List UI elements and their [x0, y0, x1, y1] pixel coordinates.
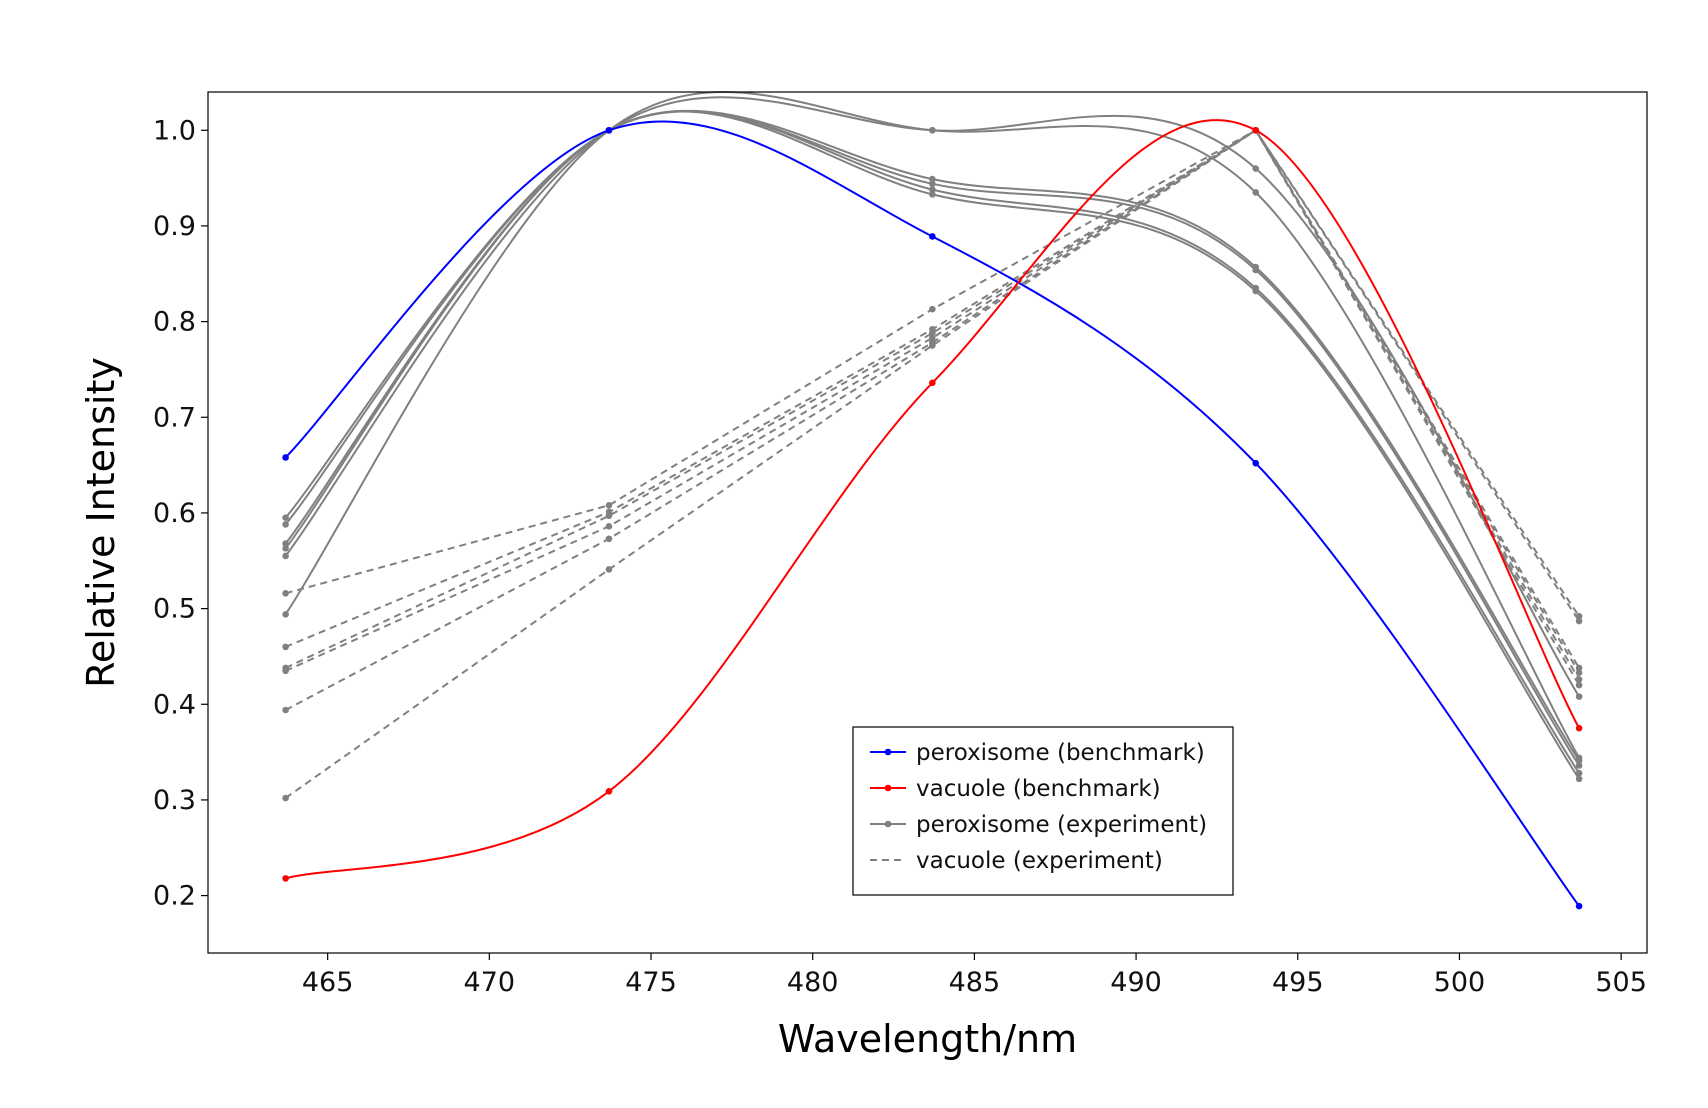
- x-tick-label: 500: [1434, 967, 1486, 998]
- x-tick-label: 470: [464, 967, 516, 998]
- x-tick-label: 480: [787, 967, 839, 998]
- data-point: [1575, 762, 1583, 769]
- data-point: [929, 305, 936, 313]
- data-point: [929, 175, 936, 183]
- legend: peroxisome (benchmark) vacuole (benchmark…: [852, 726, 1234, 896]
- data-point: [929, 180, 936, 188]
- data-point: [1575, 681, 1583, 689]
- y-tick-label: 0.7: [153, 402, 196, 433]
- y-tick-label: 0.5: [153, 594, 196, 625]
- legend-box: [852, 726, 1234, 896]
- data-point: [605, 126, 613, 134]
- data-point: [282, 706, 289, 714]
- x-tick-label: 465: [302, 967, 354, 998]
- data-point: [605, 535, 613, 543]
- y-tick-label: 0.4: [153, 689, 196, 720]
- legend-label: vacuole (experiment): [916, 848, 1163, 874]
- data-point: [282, 794, 289, 802]
- data-point: [605, 523, 613, 530]
- data-point: [605, 501, 613, 509]
- data-point: [929, 334, 936, 342]
- data-point: [1575, 775, 1583, 783]
- legend-item: vacuole (benchmark): [870, 776, 1161, 802]
- data-point: [929, 379, 936, 387]
- legend-marker: [884, 820, 892, 828]
- series-layer: [282, 91, 1583, 910]
- y-tick-label: 0.2: [153, 881, 196, 912]
- data-point: [1575, 724, 1583, 732]
- x-tick-label: 505: [1595, 967, 1647, 998]
- data-point: [282, 667, 289, 675]
- data-point: [929, 342, 936, 349]
- data-point: [605, 566, 613, 573]
- data-point: [1575, 902, 1583, 910]
- data-point: [1575, 669, 1583, 676]
- data-point: [929, 329, 936, 337]
- axes-layer: 465 470 475 480 485 490 495 500 505 0.2 0.3 0.4 0.5 0…: [153, 115, 1647, 998]
- y-axis-title: Relative Intensity: [79, 357, 123, 688]
- x-axis-title: Wavelength/nm: [778, 1017, 1077, 1061]
- x-tick-label: 485: [949, 967, 1001, 998]
- data-point: [1252, 126, 1260, 134]
- data-point: [282, 611, 289, 618]
- data-point: [929, 126, 936, 134]
- x-tick-label: 475: [625, 967, 677, 998]
- data-point: [282, 875, 289, 882]
- legend-marker: [884, 784, 892, 792]
- data-point: [282, 545, 289, 552]
- data-point: [1252, 189, 1260, 196]
- y-tick-label: 1.0: [153, 115, 196, 146]
- data-point: [282, 552, 289, 560]
- plot-frame: [207, 91, 1648, 954]
- data-point: [605, 512, 613, 520]
- legend-label: vacuole (benchmark): [916, 776, 1161, 802]
- data-point: [929, 186, 936, 193]
- data-point: [282, 514, 289, 522]
- series-0: [282, 120, 1583, 910]
- data-point: [929, 191, 936, 198]
- legend-label: peroxisome (experiment): [916, 812, 1207, 838]
- legend-item: peroxisome (benchmark): [870, 740, 1205, 766]
- y-tick-label: 0.9: [153, 211, 196, 242]
- data-point: [282, 521, 289, 528]
- series-line: [285, 119, 1580, 880]
- series-1: [282, 119, 1583, 882]
- series-line: [285, 128, 1580, 799]
- legend-label: peroxisome (benchmark): [916, 740, 1205, 766]
- data-point: [929, 233, 936, 240]
- data-point: [1575, 617, 1583, 625]
- data-point: [1575, 754, 1583, 762]
- data-point: [1252, 266, 1260, 274]
- x-tick-label: 490: [1110, 967, 1162, 998]
- y-tick-label: 0.6: [153, 498, 196, 529]
- legend-marker: [884, 748, 892, 756]
- x-tick-label: 495: [1272, 967, 1324, 998]
- series-5: [282, 110, 1583, 783]
- data-point: [605, 788, 613, 795]
- data-point: [1252, 287, 1260, 295]
- data-point: [282, 589, 289, 597]
- data-point: [282, 643, 289, 651]
- series-line: [285, 128, 1580, 674]
- data-point: [282, 454, 289, 461]
- y-tick-label: 0.8: [153, 307, 196, 338]
- data-point: [1252, 165, 1260, 172]
- y-tick-label: 0.3: [153, 785, 196, 816]
- data-point: [1252, 459, 1260, 467]
- legend-item: vacuole (experiment): [870, 848, 1163, 874]
- legend-item: peroxisome (experiment): [870, 812, 1207, 838]
- data-point: [1575, 693, 1583, 700]
